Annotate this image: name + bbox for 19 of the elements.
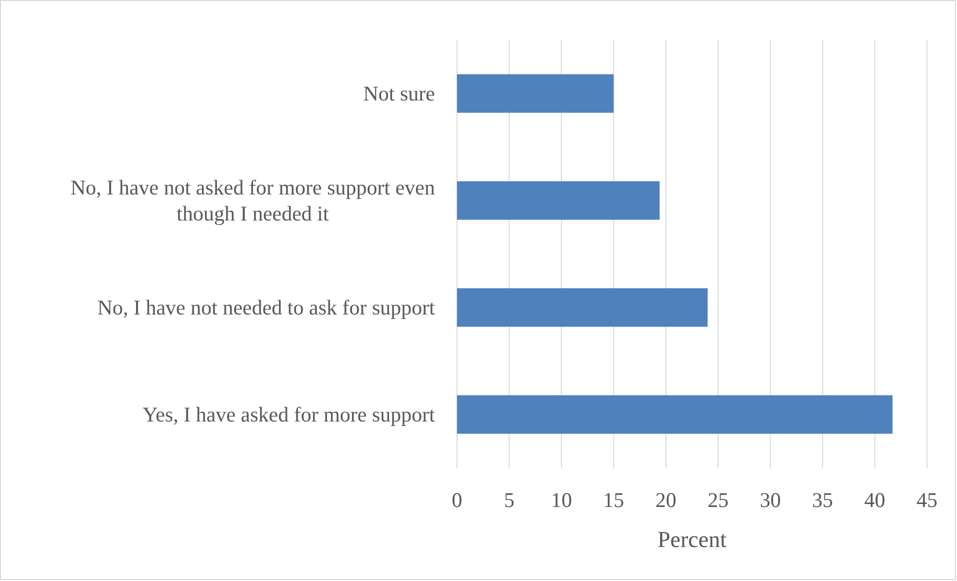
- x-tick-label: 45: [916, 488, 938, 512]
- x-tick-label: 30: [760, 488, 781, 512]
- x-tick-label: 10: [550, 488, 572, 512]
- y-tick-label: Not sure: [363, 82, 435, 106]
- bar: [457, 181, 660, 220]
- y-tick-label: No, I have not asked for more support even though I needed it: [70, 176, 436, 226]
- bar: [457, 74, 614, 113]
- x-axis-title: Percent: [658, 527, 728, 552]
- x-tick-label: 40: [864, 488, 886, 512]
- x-tick-label: 5: [504, 488, 514, 512]
- x-tick-label: 20: [655, 488, 676, 512]
- x-tick-label: 0: [452, 488, 462, 512]
- bar: [457, 395, 893, 434]
- y-tick-label: No, I have not needed to ask for support: [97, 296, 436, 320]
- x-tick-label: 35: [812, 488, 834, 512]
- bar: [457, 288, 708, 327]
- y-tick-label: Yes, I have asked for more support: [142, 402, 436, 426]
- x-tick-label: 25: [708, 488, 729, 512]
- x-tick-label: 15: [603, 488, 624, 512]
